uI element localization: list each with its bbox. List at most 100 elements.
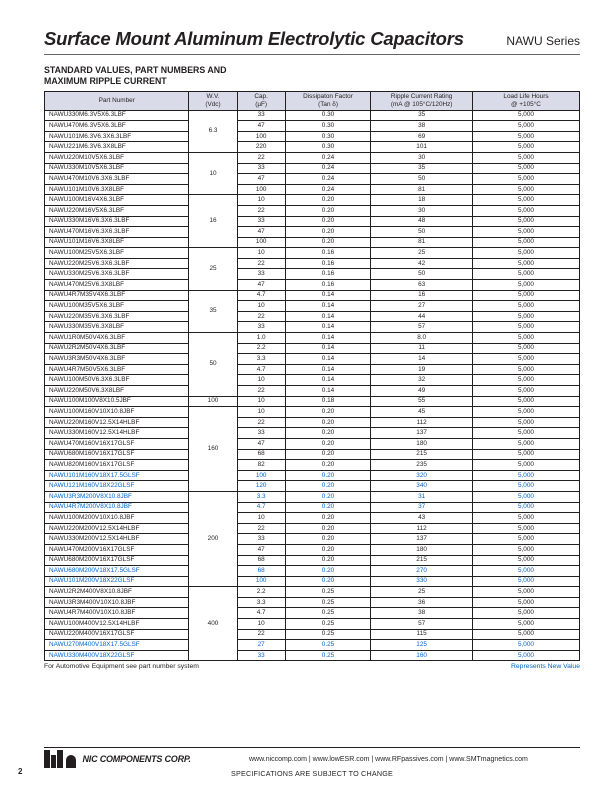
cell-df: 0.20 bbox=[285, 470, 371, 481]
cell-ll: 5,000 bbox=[472, 131, 579, 142]
cell-rip: 137 bbox=[371, 534, 473, 545]
cell-rip: 330 bbox=[371, 576, 473, 587]
cell-cap: 220 bbox=[237, 142, 285, 153]
cell-df: 0.14 bbox=[285, 333, 371, 344]
cell-cap: 10 bbox=[237, 619, 285, 630]
table-row: NAWU3R3M400V10X10.8JBF3.30.25365,000 bbox=[45, 597, 580, 608]
cell-cap: 47 bbox=[237, 280, 285, 291]
cell-cap: 33 bbox=[237, 650, 285, 661]
cell-cap: 47 bbox=[237, 174, 285, 185]
cell-ll: 5,000 bbox=[472, 597, 579, 608]
cell-cap: 68 bbox=[237, 566, 285, 577]
table-row: NAWU220M10V5X6.3LBF10220.24305,000 bbox=[45, 152, 580, 163]
cell-rip: 57 bbox=[371, 322, 473, 333]
cell-cap: 82 bbox=[237, 460, 285, 471]
table-row: NAWU100M400V12.5X14HLBF100.25575,000 bbox=[45, 619, 580, 630]
table-row: NAWU100M100V8X10.5JBF100100.18555,000 bbox=[45, 396, 580, 407]
cell-rip: 16 bbox=[371, 290, 473, 301]
cell-df: 0.20 bbox=[285, 555, 371, 566]
table-row: NAWU470M16V6.3X6.3LBF470.20505,000 bbox=[45, 227, 580, 238]
table-row: NAWU330M25V6.3X6.3LBF330.16505,000 bbox=[45, 269, 580, 280]
col-header: Part Number bbox=[45, 91, 189, 110]
cell-df: 0.14 bbox=[285, 290, 371, 301]
cell-rip: 50 bbox=[371, 174, 473, 185]
cell-cap: 100 bbox=[237, 237, 285, 248]
cell-rip: 50 bbox=[371, 269, 473, 280]
cell-ll: 5,000 bbox=[472, 438, 579, 449]
cell-rip: 42 bbox=[371, 258, 473, 269]
cell-cap: 10 bbox=[237, 195, 285, 206]
cell-partnumber: NAWU820M160V16X17GLSF bbox=[45, 460, 189, 471]
cell-rip: 112 bbox=[371, 523, 473, 534]
table-row: NAWU680M200V18X17.5GLSF680.202705,000 bbox=[45, 566, 580, 577]
cell-cap: 47 bbox=[237, 438, 285, 449]
table-row: NAWU220M200V12.5X14HLBF220.201125,000 bbox=[45, 523, 580, 534]
cell-wv: 25 bbox=[189, 248, 237, 290]
cell-cap: 33 bbox=[237, 110, 285, 121]
cell-ll: 5,000 bbox=[472, 121, 579, 132]
cell-ll: 5,000 bbox=[472, 386, 579, 397]
table-row: NAWU101M6.3V6.3X6.3LBF1000.30695,000 bbox=[45, 131, 580, 142]
cell-ll: 5,000 bbox=[472, 311, 579, 322]
cell-ll: 5,000 bbox=[472, 470, 579, 481]
table-row: NAWU4R7M400V10X10.8JBF4.70.25385,000 bbox=[45, 608, 580, 619]
cell-cap: 2.2 bbox=[237, 343, 285, 354]
cell-rip: 63 bbox=[371, 280, 473, 291]
cell-cap: 1.0 bbox=[237, 333, 285, 344]
cell-rip: 32 bbox=[371, 375, 473, 386]
cell-ll: 5,000 bbox=[472, 205, 579, 216]
cell-partnumber: NAWU100M25V5X6.3LBF bbox=[45, 248, 189, 259]
cell-df: 0.24 bbox=[285, 152, 371, 163]
table-row: NAWU1R0M50V4X6.3LBF501.00.148.05,000 bbox=[45, 333, 580, 344]
cell-rip: 44 bbox=[371, 311, 473, 322]
table-row: NAWU820M160V16X17GLSF820.202355,000 bbox=[45, 460, 580, 471]
cell-df: 0.20 bbox=[285, 576, 371, 587]
cell-df: 0.14 bbox=[285, 311, 371, 322]
cell-df: 0.16 bbox=[285, 280, 371, 291]
series-label: NAWU Series bbox=[506, 34, 580, 48]
cell-rip: 115 bbox=[371, 629, 473, 640]
cell-df: 0.30 bbox=[285, 131, 371, 142]
cell-partnumber: NAWU101M160V18X17.5GLSF bbox=[45, 470, 189, 481]
cell-partnumber: NAWU220M35V6.3X6.3LBF bbox=[45, 311, 189, 322]
cell-ll: 5,000 bbox=[472, 502, 579, 513]
cell-wv: 6.3 bbox=[189, 110, 237, 152]
cell-ll: 5,000 bbox=[472, 587, 579, 598]
cell-df: 0.14 bbox=[285, 343, 371, 354]
table-row: NAWU220M25V6.3X6.3LBF220.16425,000 bbox=[45, 258, 580, 269]
cell-df: 0.14 bbox=[285, 364, 371, 375]
cell-rip: 38 bbox=[371, 121, 473, 132]
cell-ll: 5,000 bbox=[472, 544, 579, 555]
cell-ll: 5,000 bbox=[472, 407, 579, 418]
cell-df: 0.20 bbox=[285, 481, 371, 492]
cell-partnumber: NAWU100M35V5X6.3LBF bbox=[45, 301, 189, 312]
cell-ll: 5,000 bbox=[472, 269, 579, 280]
cell-rip: 137 bbox=[371, 428, 473, 439]
cell-ll: 5,000 bbox=[472, 290, 579, 301]
cell-partnumber: NAWU220M50V6.3X8LBF bbox=[45, 386, 189, 397]
spec-notice: SPECIFICATIONS ARE SUBJECT TO CHANGE bbox=[44, 769, 580, 778]
cell-ll: 5,000 bbox=[472, 322, 579, 333]
cell-ll: 5,000 bbox=[472, 523, 579, 534]
cell-partnumber: NAWU330M200V12.5X14HLBF bbox=[45, 534, 189, 545]
cell-df: 0.16 bbox=[285, 248, 371, 259]
table-row: NAWU100M25V5X6.3LBF25100.16255,000 bbox=[45, 248, 580, 259]
cell-df: 0.25 bbox=[285, 608, 371, 619]
cell-cap: 33 bbox=[237, 269, 285, 280]
table-row: NAWU101M16V6.3X8LBF1000.20815,000 bbox=[45, 237, 580, 248]
table-row: NAWU4R7M200V8X10.8JBF4.70.20375,000 bbox=[45, 502, 580, 513]
cell-cap: 100 bbox=[237, 184, 285, 195]
table-row: NAWU330M16V6.3X6.3LBF330.20485,000 bbox=[45, 216, 580, 227]
cell-cap: 47 bbox=[237, 227, 285, 238]
cell-rip: 340 bbox=[371, 481, 473, 492]
cell-rip: 215 bbox=[371, 555, 473, 566]
table-row: NAWU101M200V18X22GLSF1000.203305,000 bbox=[45, 576, 580, 587]
cell-rip: 112 bbox=[371, 417, 473, 428]
table-row: NAWU4R7M50V5X6.3LBF4.70.14195,000 bbox=[45, 364, 580, 375]
cell-rip: 48 bbox=[371, 216, 473, 227]
cell-rip: 38 bbox=[371, 608, 473, 619]
cell-cap: 4.7 bbox=[237, 364, 285, 375]
cell-df: 0.14 bbox=[285, 386, 371, 397]
cell-df: 0.30 bbox=[285, 142, 371, 153]
cell-partnumber: NAWU470M10V6.3X6.3LBF bbox=[45, 174, 189, 185]
